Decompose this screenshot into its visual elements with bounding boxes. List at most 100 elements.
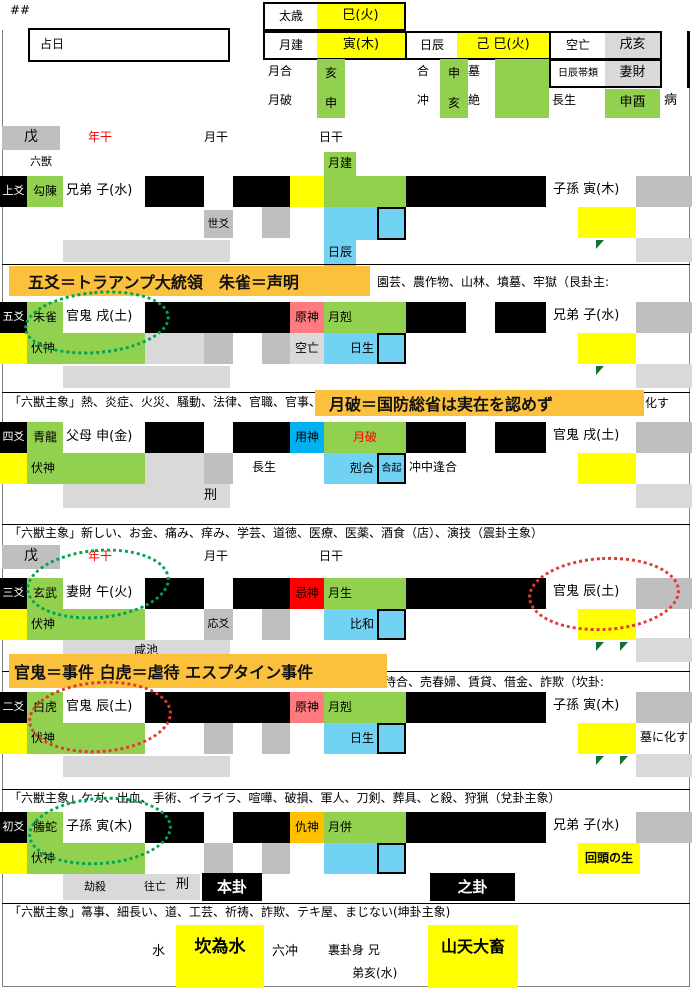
changed-relation-1[interactable]: 兄弟 子(水)	[553, 818, 620, 833]
six-clash-label: 六冲	[272, 944, 299, 959]
page-bottom-border	[2, 986, 690, 987]
row-separator	[2, 789, 690, 790]
note-triangle-icon	[596, 642, 604, 651]
annotation-pentagon[interactable]: 月破＝国防総省は実在を認めず	[315, 390, 644, 416]
right-yellow-4[interactable]	[578, 453, 636, 484]
line-relation-1[interactable]: 子孫 寅(木)	[63, 812, 145, 843]
marker-cell-1[interactable]: 仇神	[290, 812, 324, 843]
day-build-label-cell: 日辰	[324, 240, 356, 266]
hidden-spirit-2[interactable]: 伏神	[27, 723, 145, 754]
getsuken-label: 月建	[278, 37, 303, 52]
changed-line-1-yang	[406, 812, 546, 843]
hidden-spirit-4[interactable]: 伏神	[27, 453, 145, 484]
gray-cell-1a	[204, 843, 233, 874]
right-gray-4	[636, 422, 692, 453]
bo-value-cell[interactable]	[495, 59, 549, 89]
marker-cell-4[interactable]: 用神	[290, 422, 324, 453]
right-yellow-6[interactable]	[578, 207, 636, 238]
band-5	[63, 366, 230, 388]
beast-cell-4[interactable]: 青龍	[27, 422, 63, 453]
chu-label: 冲	[417, 93, 430, 107]
right-gray-3	[636, 578, 692, 609]
left-yellow-4	[0, 453, 27, 484]
beast-cell-5[interactable]: 朱雀	[27, 302, 63, 333]
row-separator	[2, 903, 690, 904]
beast-cell-1[interactable]: 螣蛇	[27, 812, 63, 843]
left-yellow-5	[0, 333, 27, 364]
day-box-5[interactable]	[377, 333, 406, 364]
yao-label-1: 初爻	[0, 812, 27, 843]
nisshin-value[interactable]: 己 巳(火)	[457, 33, 549, 58]
chu-value[interactable]: 亥	[440, 89, 468, 118]
hidden-spirit-1[interactable]: 伏神	[27, 843, 145, 874]
changed-relation-4[interactable]: 官鬼 戌(土)	[553, 428, 620, 443]
response-line-marker[interactable]: 応爻	[204, 609, 233, 640]
changed-relation-5[interactable]: 兄弟 子(水)	[553, 308, 620, 323]
month-relation-2: 月剋	[324, 692, 406, 723]
geppa-value[interactable]: 申	[317, 89, 345, 118]
marker-cell-6[interactable]	[290, 176, 324, 207]
year-stem-cell-2[interactable]: 戊	[2, 545, 60, 569]
right-gray-2	[636, 692, 692, 723]
marker-cell-5[interactable]: 原神	[290, 302, 324, 333]
marker-cell-2[interactable]: 原神	[290, 692, 324, 723]
beast-imagery-c: 「六獣主象」新しい、お金、痛み、痒み、学芸、道徳、医療、医薬、酒食（店）、演技（…	[9, 526, 544, 540]
line-relation-6[interactable]: 兄弟 子(水)	[63, 176, 145, 207]
zetsu-value-cell[interactable]	[495, 89, 549, 118]
original-hexagram-name[interactable]: 坎為水	[176, 925, 264, 988]
changed-relation-2[interactable]: 子孫 寅(木)	[553, 698, 620, 713]
chosei-value[interactable]: 申酉	[605, 89, 660, 118]
line-relation-4[interactable]: 父母 申(金)	[63, 422, 145, 453]
beast-cell-2[interactable]: 白虎	[27, 692, 63, 723]
line-relation-2[interactable]: 官鬼 辰(土)	[63, 692, 145, 723]
changed-line-4-yin-a	[406, 422, 466, 453]
self-line-marker[interactable]: 世爻	[204, 210, 233, 238]
getsugo-value[interactable]: 亥	[317, 59, 345, 89]
right-yellow-3[interactable]	[578, 609, 636, 640]
beast-imagery-e: 「六獣主象」ケガ、出血、手術、イライラ、喧嘩、破損、軍人、刀剣、葬具、と殺、狩猟…	[9, 791, 561, 805]
line-relation-3[interactable]: 妻財 午(火)	[63, 578, 145, 609]
right-yellow-5[interactable]	[578, 333, 636, 364]
day-box-2[interactable]	[377, 723, 406, 754]
changed-hexagram-name[interactable]: 山天大畜	[428, 925, 518, 988]
chosei-label: 長生	[552, 93, 577, 107]
taisai-value[interactable]: 巳(火)	[317, 4, 404, 29]
day-box-6[interactable]	[377, 207, 406, 240]
day-box-3[interactable]	[377, 609, 406, 640]
main-line-1-yin-a	[145, 812, 204, 843]
main-line-5-yang	[145, 302, 290, 333]
changed-relation-3[interactable]: 官鬼 辰(土)	[553, 584, 620, 599]
hidden-body-line-2: 弟亥(水)	[352, 966, 398, 980]
emphasis-ellipse-red-3[interactable]	[526, 553, 682, 635]
taisai-box: 太歳 巳(火)	[263, 2, 406, 31]
taisai-label: 太歳	[278, 8, 303, 23]
note-triangle-icon	[596, 240, 604, 249]
hidden-spirit-5[interactable]: 伏神	[27, 333, 145, 364]
beast-cell-3[interactable]: 玄武	[27, 578, 63, 609]
clash-note-4: 冲中逢合	[409, 460, 458, 474]
hidden-spirit-3[interactable]: 伏神	[27, 609, 145, 640]
annotation-epstein[interactable]: 官鬼＝事件 白虎＝虐待 エスプタイン事件	[9, 654, 387, 688]
right-yellow-2[interactable]	[578, 723, 636, 754]
tairui-value[interactable]: 妻財	[605, 61, 660, 86]
marker-cell-3[interactable]: 忌神	[290, 578, 324, 609]
beast-cell-6[interactable]: 勾陳	[27, 176, 63, 207]
changed-relation-6[interactable]: 子孫 寅(木)	[553, 182, 620, 197]
divination-date-box[interactable]: 占日	[28, 28, 230, 62]
day-box-1[interactable]	[377, 843, 406, 874]
page-left-border	[2, 30, 3, 987]
void-cell-5[interactable]: 空亡	[290, 333, 324, 364]
go-value[interactable]: 申	[440, 59, 468, 89]
returning-life-note[interactable]: 回頭の生	[578, 843, 640, 874]
month-stem-label-2: 月干	[204, 549, 229, 563]
kubo-value[interactable]: 戌亥	[605, 33, 660, 58]
getsuken-value[interactable]: 寅(木)	[317, 33, 405, 58]
month-relation-1: 月併	[324, 812, 406, 843]
year-stem-cell[interactable]: 戊	[2, 126, 60, 150]
punishment-label-1: 刑	[176, 877, 190, 892]
line-relation-5[interactable]: 官鬼 戌(土)	[63, 302, 145, 333]
day-relation-5: 日生	[324, 333, 377, 364]
main-line-3-yin-b	[233, 578, 290, 609]
day-box-4[interactable]: 合起	[377, 453, 406, 484]
annotation-trump[interactable]: 五爻＝トラアンプ大統領 朱雀＝声明	[9, 266, 370, 296]
